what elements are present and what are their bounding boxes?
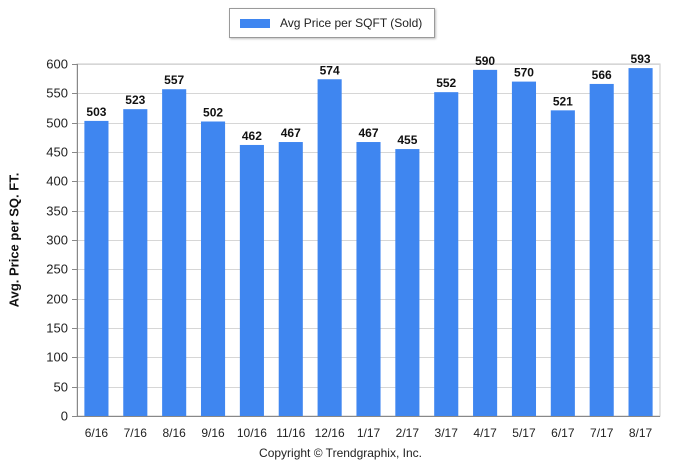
bar [550, 110, 575, 416]
bar [278, 142, 303, 416]
data-label: 593 [631, 52, 651, 66]
x-tick-label: 3/17 [435, 426, 459, 440]
x-tick-label: 8/16 [162, 426, 186, 440]
x-tick-label: 8/17 [629, 426, 653, 440]
x-tick-label: 4/17 [473, 426, 497, 440]
data-label: 566 [592, 68, 612, 82]
x-tick-label: 6/17 [551, 426, 575, 440]
legend-label: Avg Price per SQFT (Sold) [280, 16, 423, 30]
y-tick-label: 50 [54, 380, 68, 395]
x-tick-label: 6/16 [85, 426, 109, 440]
x-tick-label: 9/16 [201, 426, 225, 440]
bar [473, 69, 498, 416]
bar [395, 149, 420, 417]
bar [589, 83, 614, 417]
bar [84, 120, 109, 416]
bar [511, 81, 537, 416]
y-tick-label: 250 [46, 262, 68, 277]
data-label: 502 [203, 105, 223, 119]
x-tick-label: 2/17 [396, 426, 420, 440]
bar [123, 109, 148, 416]
y-tick-label: 350 [46, 204, 68, 219]
x-tick-label: 10/16 [237, 426, 267, 440]
y-tick-label: 150 [46, 321, 68, 336]
bar [628, 68, 653, 417]
bar [434, 92, 459, 416]
data-label: 552 [436, 76, 456, 90]
x-tick-label: 11/16 [276, 426, 305, 440]
data-label: 462 [242, 129, 262, 143]
y-tick-label: 400 [46, 174, 68, 189]
y-tick-label: 100 [46, 350, 68, 365]
y-tick-label: 550 [46, 86, 68, 101]
bar [356, 142, 381, 416]
bar [200, 121, 226, 416]
y-tick-label: 600 [46, 57, 68, 72]
data-label: 467 [281, 126, 301, 140]
data-label: 590 [475, 54, 495, 68]
bar [317, 79, 342, 417]
x-tick-label: 7/17 [590, 426, 614, 440]
y-tick-label: 300 [46, 233, 68, 248]
y-tick-label: 450 [46, 145, 68, 160]
data-label: 523 [125, 93, 145, 107]
bar [162, 89, 187, 416]
data-label: 570 [514, 66, 534, 80]
copyright-footer: Copyright © Trendgraphix, Inc. [259, 446, 422, 460]
legend: Avg Price per SQFT (Sold) [229, 8, 435, 38]
legend-swatch [240, 19, 270, 28]
data-label: 467 [358, 126, 378, 140]
data-label: 503 [86, 105, 106, 119]
y-axis-label: Avg. Price per SQ. FT. [6, 172, 22, 308]
y-tick-label: 0 [61, 409, 68, 424]
y-tick-label: 500 [46, 116, 68, 131]
x-tick-label: 1/17 [357, 426, 381, 440]
y-tick-label: 200 [46, 292, 68, 307]
data-label: 557 [164, 73, 184, 87]
data-label: 455 [397, 133, 417, 147]
bar [239, 144, 264, 416]
x-tick-label: 5/17 [512, 426, 536, 440]
data-label: 574 [320, 63, 340, 77]
x-tick-label: 7/16 [124, 426, 148, 440]
x-tick-label: 12/16 [315, 426, 345, 440]
data-label: 521 [553, 94, 573, 108]
